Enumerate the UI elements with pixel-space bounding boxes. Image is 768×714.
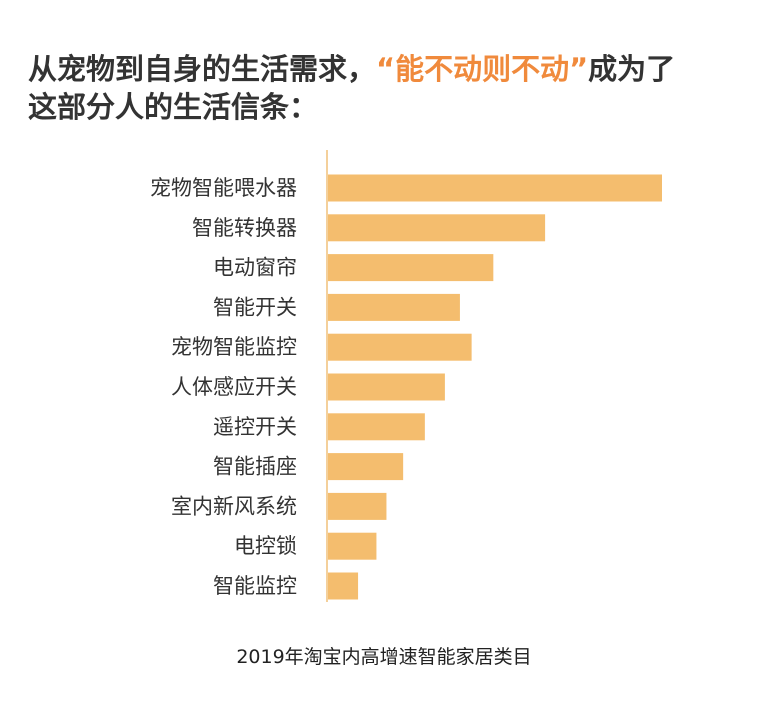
category-label: 智能转换器 bbox=[192, 216, 297, 240]
category-label: 智能监控 bbox=[213, 574, 297, 598]
category-label: 遥控开关 bbox=[213, 415, 297, 439]
headline-highlight: 能不动则不动 bbox=[395, 52, 570, 86]
category-label: 智能开关 bbox=[213, 295, 297, 319]
chart-caption: 2019年淘宝内高增速智能家居类目 bbox=[236, 646, 532, 668]
headline-part1: 从宠物到自身的生活需求， bbox=[28, 52, 377, 86]
category-label: 电控锁 bbox=[234, 534, 297, 558]
bar bbox=[328, 492, 387, 520]
category-label: 室内新风系统 bbox=[171, 494, 297, 518]
headline-close-quote: ” bbox=[569, 52, 589, 86]
bar bbox=[328, 453, 404, 481]
category-label: 宠物智能喂水器 bbox=[150, 176, 297, 200]
bar bbox=[328, 174, 662, 202]
bar bbox=[328, 532, 377, 560]
bar bbox=[328, 572, 359, 600]
bar-chart: 宠物智能喂水器智能转换器电动窗帘智能开关宠物智能监控人体感应开关遥控开关智能插座… bbox=[150, 150, 662, 602]
category-label: 宠物智能监控 bbox=[171, 335, 297, 359]
category-label: 电动窗帘 bbox=[213, 256, 297, 280]
category-label: 智能插座 bbox=[213, 455, 297, 479]
headline-part2: 成为了 bbox=[588, 52, 676, 86]
headline-line2: 这部分人的生活信条： bbox=[28, 90, 319, 124]
bar bbox=[328, 413, 425, 441]
headline-open-quote: “ bbox=[376, 52, 396, 86]
bar bbox=[328, 333, 472, 361]
bar bbox=[328, 293, 460, 321]
bar bbox=[328, 214, 546, 242]
bar bbox=[328, 373, 445, 401]
bar bbox=[328, 254, 494, 282]
category-label: 人体感应开关 bbox=[171, 375, 297, 399]
headline: 从宠物到自身的生活需求，“能不动则不动”成为了 这部分人的生活信条： bbox=[28, 50, 748, 126]
